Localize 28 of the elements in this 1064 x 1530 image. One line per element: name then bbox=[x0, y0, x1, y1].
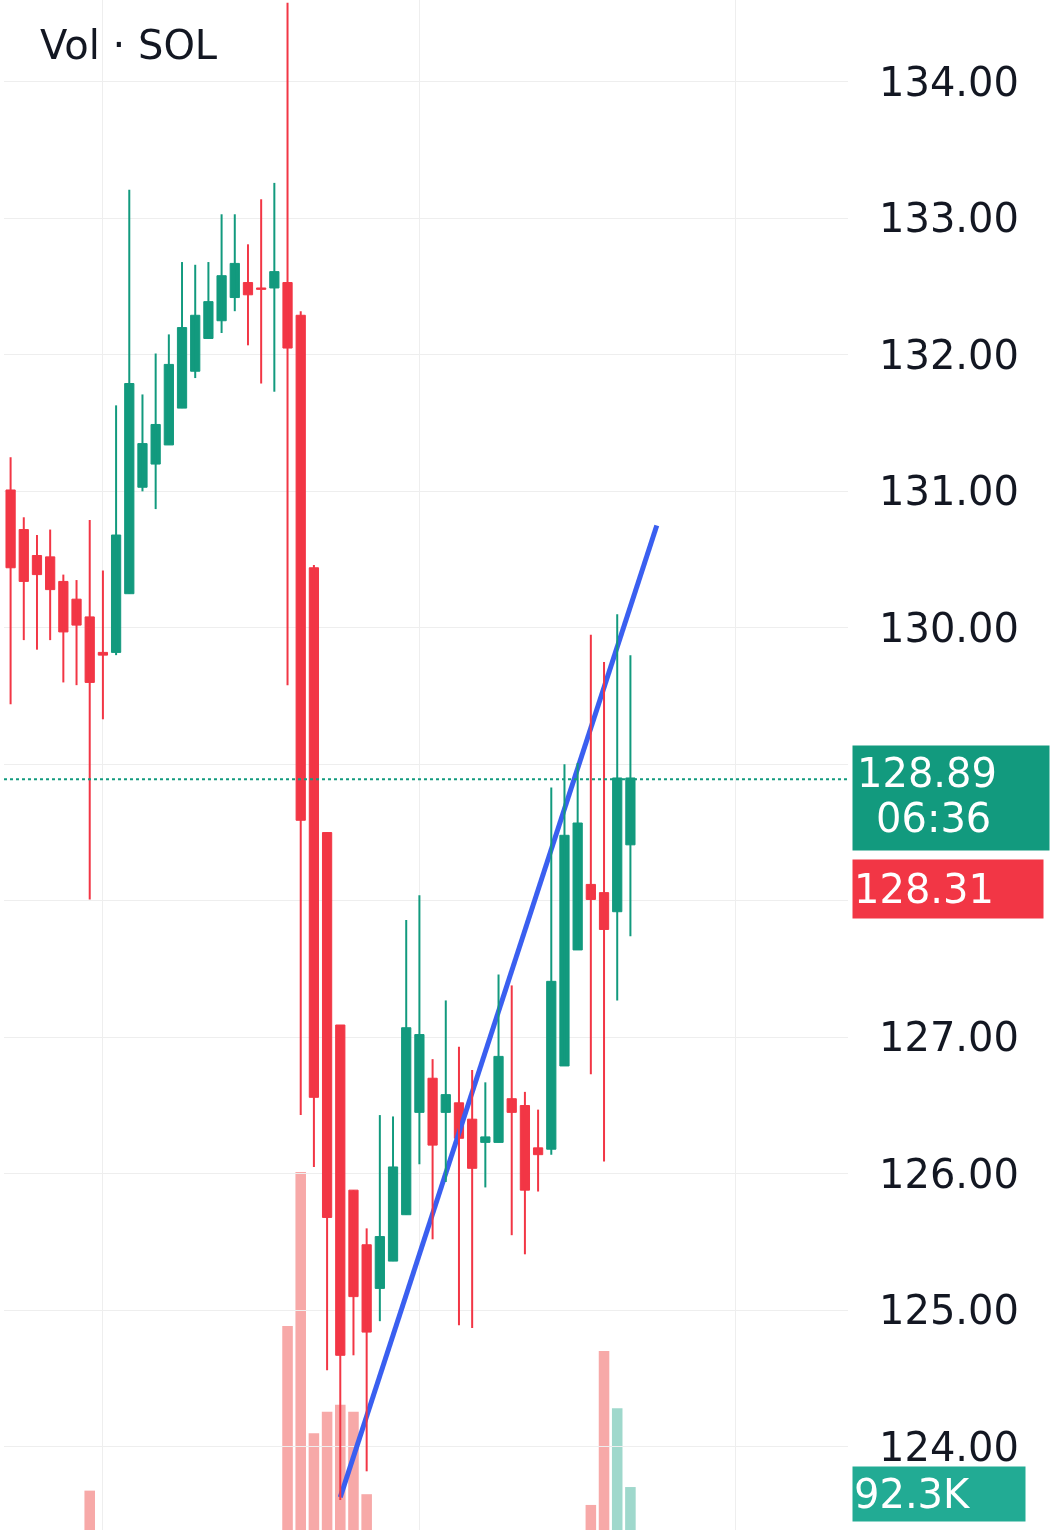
y-tick-label: 130.00 bbox=[879, 604, 1019, 651]
candlestick bbox=[256, 198, 267, 385]
text: 92.3K bbox=[854, 1471, 972, 1517]
candlestick bbox=[506, 984, 517, 1237]
y-tick-label: 124.00 bbox=[879, 1423, 1019, 1470]
y-tick-label: 131.00 bbox=[879, 468, 1019, 515]
y-tick-label: 132.00 bbox=[879, 331, 1019, 378]
bar bbox=[308, 1433, 320, 1530]
y-tick-label: 133.00 bbox=[879, 195, 1019, 242]
y-tick-label: 134.00 bbox=[879, 58, 1019, 105]
bar bbox=[295, 1171, 306, 1530]
bar bbox=[282, 1325, 293, 1530]
bar bbox=[598, 1350, 610, 1530]
bar bbox=[361, 1494, 372, 1530]
candlestick bbox=[269, 181, 280, 393]
bar bbox=[84, 1490, 95, 1530]
y-tick-label: 127.00 bbox=[879, 1014, 1019, 1061]
text: 06:36 bbox=[876, 795, 992, 841]
bar bbox=[611, 1408, 623, 1530]
bar bbox=[585, 1504, 597, 1530]
bar bbox=[321, 1411, 333, 1530]
bar bbox=[625, 1487, 636, 1530]
ref-line-label: 128.89 bbox=[857, 750, 997, 796]
y-tick-label: 125.00 bbox=[879, 1287, 1019, 1334]
text: Vol · SOL bbox=[40, 22, 218, 68]
text: 128.31 bbox=[854, 866, 994, 912]
y-tick-label: 126.00 bbox=[879, 1150, 1019, 1197]
candlestick bbox=[480, 1081, 491, 1189]
